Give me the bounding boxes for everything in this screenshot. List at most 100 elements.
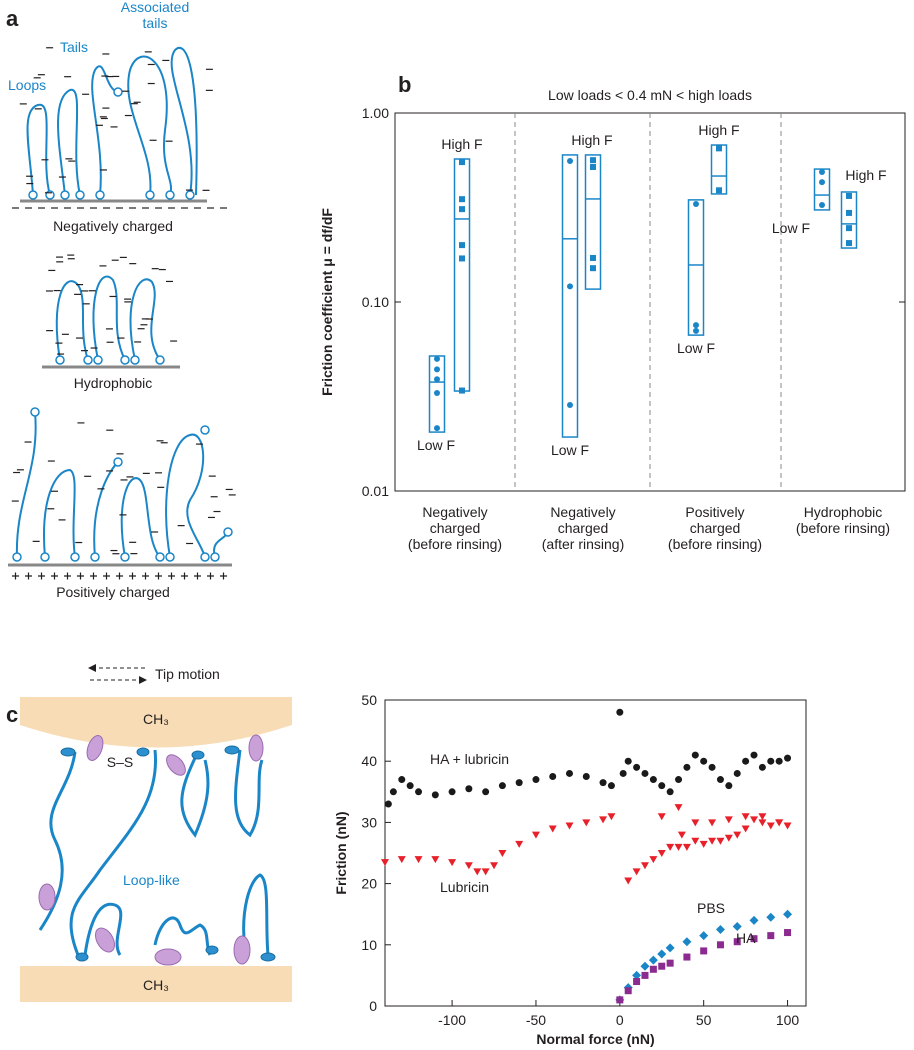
box-label: High F	[571, 132, 612, 148]
data-point	[406, 782, 414, 790]
data-point	[566, 769, 574, 777]
surface-bottom	[20, 966, 292, 1002]
data-point	[434, 366, 440, 373]
anchors	[28, 87, 195, 200]
box-label: High F	[845, 167, 886, 183]
data-point	[532, 776, 540, 784]
data-point	[619, 769, 627, 777]
x-tick-label: Negatively charged (after rinsing)	[542, 504, 624, 552]
y-tick-label: 40	[361, 753, 377, 769]
data-point	[846, 192, 852, 199]
data-point	[758, 819, 767, 827]
data-point	[649, 965, 657, 973]
panel-a: a Associated tails Tails Loops Negatively…	[6, 0, 236, 600]
chain	[91, 65, 119, 196]
x-tick-label: -100	[438, 1012, 466, 1028]
box-label: High F	[441, 136, 482, 152]
data-point	[657, 949, 667, 959]
data-point	[767, 932, 775, 940]
plus-sign	[77, 572, 84, 580]
range-box	[840, 191, 858, 249]
plus-sign	[194, 572, 201, 580]
anchors	[55, 355, 165, 365]
data-point	[657, 813, 666, 821]
data-point	[682, 937, 692, 947]
data-point	[515, 779, 523, 787]
data-point	[590, 254, 596, 261]
x-tick-label: 0	[616, 1012, 624, 1028]
data-point	[459, 196, 465, 203]
data-point	[649, 856, 658, 864]
data-point	[633, 763, 641, 771]
data-point	[766, 822, 775, 830]
caption: Negatively charged	[53, 218, 173, 234]
data-point	[716, 776, 724, 784]
panel-label: a	[6, 6, 19, 31]
data-point	[724, 816, 733, 824]
y-tick-label: 10	[361, 937, 377, 953]
data-point	[750, 935, 758, 943]
data-point	[725, 782, 733, 790]
series-label: Lubricin	[440, 879, 489, 895]
range-box	[561, 154, 579, 438]
data-point	[691, 819, 700, 827]
data-point	[733, 769, 741, 777]
data-point	[741, 813, 750, 821]
data-point	[641, 769, 649, 777]
panel-c-diagram: c Tip motion CH₃ S–S Loop-like CH	[6, 664, 292, 1002]
chain	[57, 88, 81, 196]
data-point	[749, 915, 759, 925]
anchors	[12, 407, 233, 562]
annotation: Associated tails	[121, 0, 189, 31]
data-point	[683, 953, 691, 961]
data-point	[624, 987, 632, 995]
data-point	[465, 785, 473, 793]
data-point	[415, 788, 423, 796]
range-box	[584, 154, 602, 290]
data-point	[434, 390, 440, 397]
data-point	[693, 201, 699, 208]
data-point	[590, 265, 596, 272]
data-point	[693, 322, 699, 329]
data-point	[624, 757, 632, 765]
data-point	[666, 959, 674, 967]
plus-sign	[168, 572, 175, 580]
chain	[92, 275, 126, 361]
plot-frame	[384, 699, 807, 1007]
data-point	[616, 708, 624, 716]
data-point	[775, 819, 784, 827]
data-point	[649, 776, 657, 784]
series-label: PBS	[697, 900, 725, 916]
y-axis-label: Friction coefficient μ = df/dF	[319, 208, 335, 396]
chain	[55, 280, 89, 361]
data-point	[750, 751, 758, 759]
data-point	[431, 856, 440, 864]
data-point	[633, 978, 641, 986]
data-point	[448, 859, 457, 867]
data-point	[567, 283, 573, 290]
plus-sign	[90, 572, 97, 580]
data-point	[459, 206, 465, 213]
data-point	[565, 822, 574, 830]
plus-sign	[38, 572, 45, 580]
data-point	[758, 763, 766, 771]
data-point	[716, 145, 722, 152]
data-point	[683, 763, 691, 771]
plus-sign	[116, 572, 123, 580]
surface-top	[20, 697, 292, 748]
data-point	[434, 425, 440, 432]
data-point	[716, 941, 724, 949]
data-point	[766, 912, 776, 922]
x-tick-label: Negatively charged (before rinsing)	[408, 504, 502, 552]
data-point	[548, 825, 557, 833]
data-point	[590, 157, 596, 164]
data-point	[549, 773, 557, 780]
chain	[15, 411, 37, 558]
data-point	[716, 187, 722, 194]
data-point	[616, 996, 624, 1004]
data-point	[632, 970, 642, 980]
data-point	[675, 776, 683, 784]
plus-sign	[129, 572, 136, 580]
plus-sign	[181, 572, 188, 580]
plus-sign	[155, 572, 162, 580]
